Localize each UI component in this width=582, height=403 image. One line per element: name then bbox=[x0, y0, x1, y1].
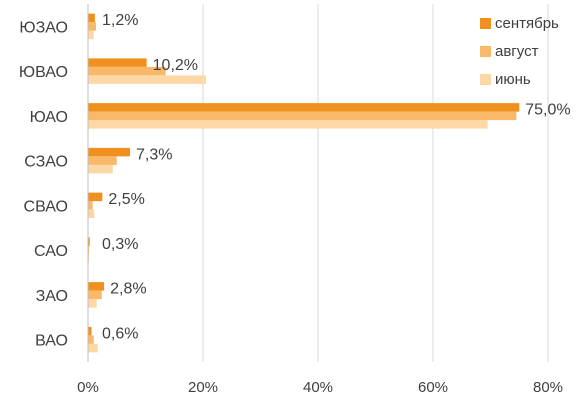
category-label: СЗАО bbox=[24, 154, 68, 171]
bar-1-июнь bbox=[88, 30, 94, 40]
legend-swatch-июнь bbox=[480, 74, 491, 85]
legend-swatch-сентябрь bbox=[480, 18, 491, 29]
category-label: ЮЗАО bbox=[19, 19, 68, 36]
data-label: 75,0% bbox=[525, 102, 570, 119]
bar-5-июнь bbox=[88, 209, 95, 219]
bar-3-сентябрь bbox=[88, 103, 520, 112]
legend: сентябрь август июнь bbox=[480, 15, 559, 88]
bar-1-август bbox=[88, 22, 97, 31]
bar-4-июнь bbox=[88, 164, 113, 174]
legend-label: сентябрь bbox=[495, 15, 559, 32]
category-label: СВАО bbox=[24, 198, 68, 215]
data-label: 2,5% bbox=[108, 191, 144, 208]
bar-2-июнь bbox=[88, 75, 206, 84]
legend-label: июнь bbox=[495, 71, 531, 88]
bar-2-сентябрь bbox=[88, 58, 147, 67]
bar-4-август bbox=[88, 156, 117, 165]
category-label: ЮВАО bbox=[19, 64, 68, 81]
bar-1-сентябрь bbox=[88, 13, 95, 23]
x-tick-labels: 0% 20% 40% 60% 80% bbox=[77, 379, 563, 396]
bar-6-август bbox=[88, 245, 90, 255]
data-label: 0,6% bbox=[102, 325, 138, 342]
category-label: ЗАО bbox=[36, 288, 68, 305]
category-label: ЮАО bbox=[30, 109, 68, 126]
bar-3-июнь bbox=[88, 120, 488, 129]
data-labels: 1,2% 10,2% 75,0% 7,3% 2,5% 0,3% 2,8% 0,6% bbox=[102, 12, 571, 342]
bar-8-август bbox=[88, 335, 94, 344]
data-label: 0,3% bbox=[102, 236, 138, 253]
bar-2-август bbox=[88, 66, 166, 76]
bar-7-сентябрь bbox=[88, 282, 105, 291]
bar-5-сентябрь bbox=[88, 192, 103, 202]
x-tick-label: 60% bbox=[418, 379, 448, 396]
bars bbox=[88, 13, 520, 353]
legend-label: август bbox=[495, 43, 539, 60]
legend-swatch-август bbox=[480, 46, 491, 57]
x-tick-label: 80% bbox=[533, 379, 563, 396]
category-label: ВАО bbox=[35, 333, 68, 350]
data-label: 2,8% bbox=[110, 281, 146, 298]
gridlines bbox=[202, 4, 549, 362]
category-labels: ЮЗАО ЮВАО ЮАО СЗАО СВАО САО ЗАО ВАО bbox=[19, 19, 68, 349]
bar-5-август bbox=[88, 201, 93, 210]
data-label: 1,2% bbox=[102, 12, 138, 29]
bar-8-сентябрь bbox=[88, 326, 92, 336]
bar-8-июнь bbox=[88, 343, 98, 353]
bar-7-июнь bbox=[88, 299, 97, 308]
data-label: 7,3% bbox=[136, 146, 172, 163]
data-label: 10,2% bbox=[153, 57, 198, 74]
bar-7-август bbox=[88, 290, 102, 300]
bar-6-июнь bbox=[88, 254, 90, 263]
x-tick-label: 40% bbox=[303, 379, 333, 396]
bar-4-сентябрь bbox=[88, 147, 130, 157]
x-tick-label: 0% bbox=[77, 379, 99, 396]
category-label: САО bbox=[34, 243, 68, 260]
x-tick-label: 20% bbox=[188, 379, 218, 396]
bar-3-август bbox=[88, 111, 517, 121]
bar-6-сентябрь bbox=[88, 237, 90, 246]
